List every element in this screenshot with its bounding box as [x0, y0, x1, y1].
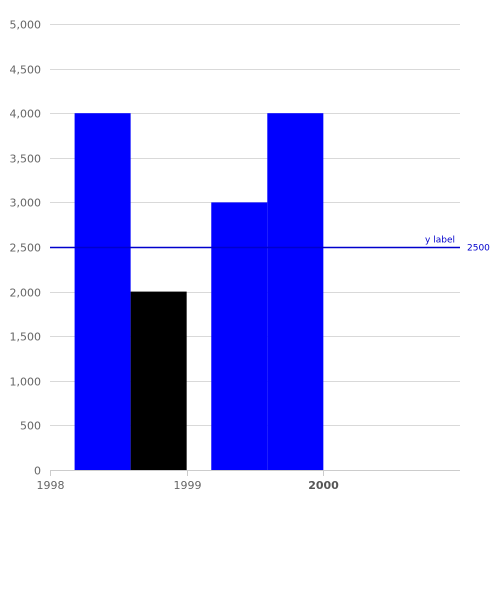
- y-tick-label: 5,000: [10, 19, 42, 32]
- y-tick-label: 2,500: [10, 242, 42, 255]
- y-tick-label: 1,000: [10, 376, 42, 389]
- x-tick-label: 1998: [37, 479, 65, 492]
- y-tick-label: 500: [20, 420, 41, 433]
- reference-line-value: 2500: [467, 244, 490, 254]
- x-axis-ticks: 1998 1999 2000: [37, 470, 339, 492]
- bar: [267, 113, 324, 470]
- y-axis-ticks: 0 500 1,000 1,500 2,000 2,500 3,000 3,500 4,000 4…: [10, 19, 42, 478]
- bar: [74, 113, 131, 470]
- reference-line-group: y label 2500: [50, 236, 490, 254]
- y-tick-label: 1,500: [10, 331, 42, 344]
- y-tick-label: 4,000: [10, 108, 42, 121]
- bars: [74, 113, 324, 470]
- x-tick-label: 2000: [308, 479, 339, 492]
- y-tick-label: 3,500: [10, 153, 42, 166]
- y-tick-label: 3,000: [10, 197, 42, 210]
- x-tick-label: 1999: [174, 479, 202, 492]
- reference-line-label: y label: [425, 236, 455, 246]
- bar: [130, 291, 187, 470]
- y-tick-label: 0: [34, 465, 41, 478]
- y-tick-label: 4,500: [10, 64, 42, 77]
- y-tick-label: 2,000: [10, 287, 42, 300]
- bar: [211, 202, 268, 470]
